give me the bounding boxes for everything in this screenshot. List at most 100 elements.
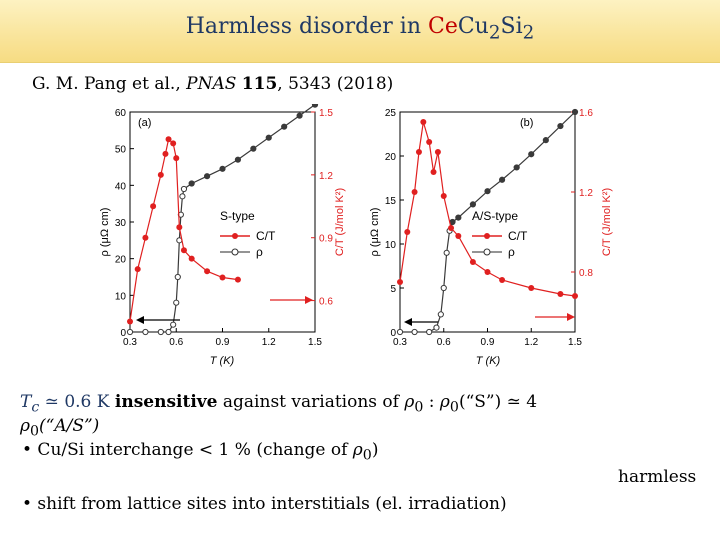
rho-point	[170, 321, 177, 328]
ct-point	[420, 119, 427, 125]
ct-point	[440, 193, 447, 199]
x-tick-label: 1.2	[524, 337, 538, 348]
rho-point	[234, 156, 242, 163]
legend-a-ct: C/T	[256, 229, 276, 243]
rho-point	[180, 185, 188, 193]
panel-b-label: (b)	[520, 117, 533, 129]
rho-as-line: ρ0(“A/S”)	[20, 416, 100, 440]
rho-point	[396, 328, 404, 336]
y-right-tick-label: 0.9	[319, 234, 333, 245]
ct-point	[557, 291, 564, 297]
rho-point	[542, 137, 549, 144]
y-left-tick-label: 25	[385, 108, 397, 119]
rho-point	[433, 324, 440, 331]
arrow-b-left	[404, 318, 438, 326]
rho-point	[443, 249, 450, 256]
rho-point	[455, 214, 462, 221]
rho-point	[179, 193, 186, 200]
ct-point	[415, 149, 422, 155]
rho-point	[174, 273, 181, 281]
legend-a-title: S-type	[220, 209, 255, 223]
legend-b-ct: C/T	[508, 229, 528, 243]
rho-point	[311, 104, 319, 108]
rho-point	[437, 311, 444, 318]
ct-point	[426, 139, 433, 145]
ct-point	[127, 318, 133, 325]
ct-point	[411, 189, 418, 195]
legend-b-title: A/S-type	[472, 209, 518, 223]
ct-point	[448, 225, 455, 231]
panel-a-label: (a)	[138, 117, 151, 129]
y-left-tick-label: 15	[385, 196, 397, 207]
y-left-tick-label: 20	[115, 255, 127, 266]
x-tick-label: 0.9	[481, 337, 495, 348]
arrow-b-right	[535, 313, 575, 321]
rho-point	[528, 151, 535, 158]
x-tick-label: 1.2	[262, 337, 276, 348]
y-right-tick-label: 1.2	[579, 188, 593, 199]
y-left-tick-label: 10	[115, 291, 127, 302]
ct-point	[397, 279, 403, 285]
citation: G. M. Pang et al., PNAS 115, 5343 (2018)	[32, 74, 394, 94]
rho-point	[142, 328, 149, 336]
legend-a-rho: ρ	[256, 245, 263, 259]
y-left-tick-label: 40	[115, 181, 127, 192]
rho-point	[513, 164, 520, 171]
rho-point	[571, 108, 579, 116]
ct-point	[150, 203, 157, 210]
panel-b: (b) 0.3 0.6 0.9 1.2 1.5 0 5 10 15 20 25 0.8 1.2 1.6 A…	[369, 108, 613, 367]
rho-point	[173, 299, 180, 306]
ct-point	[188, 255, 195, 262]
xlabel-a: T (K)	[210, 355, 235, 367]
rho-point	[557, 122, 564, 130]
title-bar	[0, 0, 720, 63]
rho-point	[296, 112, 303, 119]
rho-point	[203, 173, 211, 180]
rho-point	[126, 328, 134, 336]
legend-b-rho: ρ	[508, 245, 515, 259]
y-left-tick-label: 10	[385, 240, 397, 251]
bullet-irradiation: • shift from lattice sites into intersti…	[22, 494, 507, 514]
ylabel-a-right: C/T (J/mol K²)	[334, 188, 346, 256]
legend-b: A/S-type C/T ρ	[472, 209, 528, 259]
ct-point	[170, 140, 177, 147]
legend-b-ct-marker	[484, 233, 490, 239]
rho-point	[165, 328, 172, 336]
ct-point	[176, 224, 183, 231]
rho-point	[188, 180, 195, 187]
ct-point	[157, 171, 164, 178]
legend-a-rho-marker	[231, 248, 239, 256]
x-tick-label: 1.5	[308, 337, 322, 348]
ct-point	[484, 269, 491, 275]
rho-point	[219, 165, 226, 172]
arrow-a-left	[136, 316, 180, 324]
rho-point	[411, 328, 418, 336]
ct-point	[234, 276, 241, 283]
x-tick-label: 0.3	[123, 337, 137, 348]
rho-point	[250, 145, 257, 152]
rho-point	[281, 123, 288, 130]
ct-point	[572, 293, 578, 299]
ct-point	[173, 155, 180, 162]
figure: (a) 0.3 0.6 0.9 1.2 1.501020304050600.60.91.…	[100, 104, 613, 367]
y-left-tick-label: 5	[390, 284, 396, 295]
y-left-tick-label: 60	[115, 108, 127, 119]
y-left-tick-label: 50	[115, 145, 127, 156]
ct-point	[204, 268, 211, 275]
ylabel-a-left: ρ (μΩ cm)	[100, 208, 111, 257]
y-right-tick-label: 1.6	[579, 108, 593, 119]
rho-point	[440, 284, 447, 292]
y-right-tick-label: 1.2	[319, 171, 333, 182]
harmless-label: harmless	[618, 467, 697, 487]
legend-b-rho-marker	[483, 248, 491, 256]
x-tick-label: 0.9	[216, 337, 230, 348]
ct-point	[430, 169, 437, 175]
ct-point	[455, 233, 462, 239]
tc-statement: Tc ≃ 0.6 K insensitive against variation…	[20, 392, 538, 416]
rho-point	[426, 328, 433, 336]
ct-point	[134, 266, 141, 273]
y-left-tick-label: 30	[115, 218, 127, 229]
legend-a: S-type C/T ρ	[220, 209, 276, 259]
x-tick-label: 0.6	[169, 337, 183, 348]
ct-point	[165, 136, 172, 143]
